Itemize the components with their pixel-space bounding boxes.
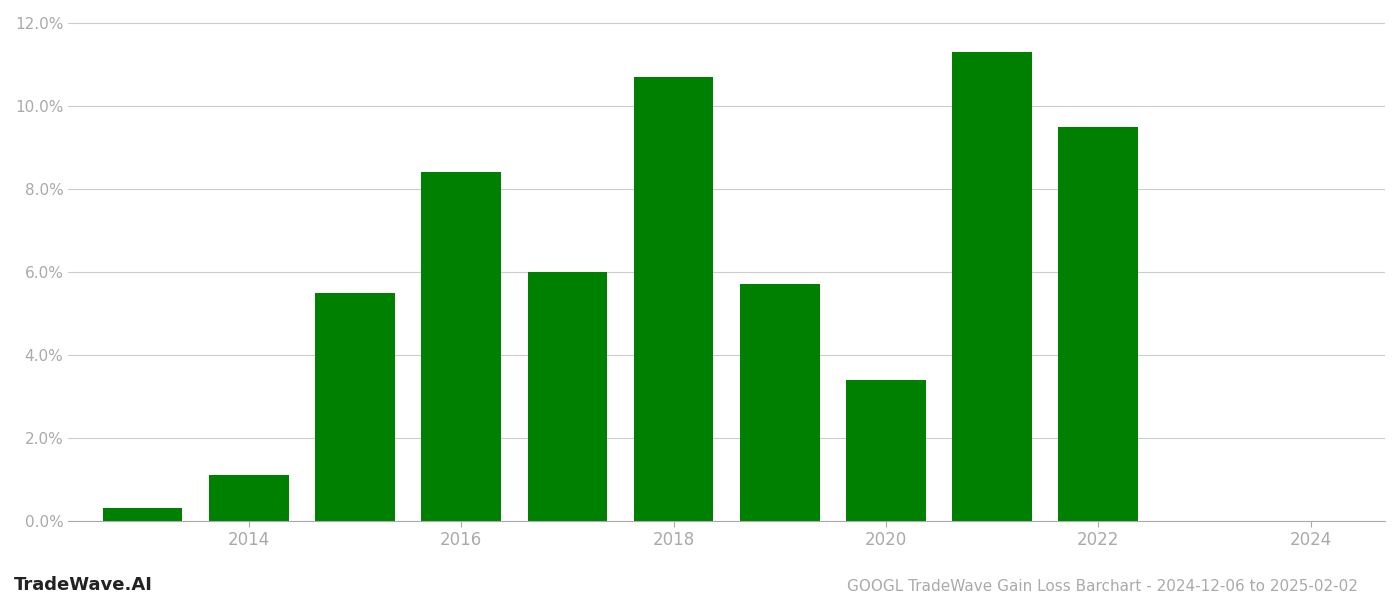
Text: TradeWave.AI: TradeWave.AI (14, 576, 153, 594)
Bar (102, 508, 182, 521)
Text: GOOGL TradeWave Gain Loss Barchart - 2024-12-06 to 2025-02-02: GOOGL TradeWave Gain Loss Barchart - 202… (847, 579, 1358, 594)
Bar (634, 77, 714, 521)
Bar (739, 284, 819, 521)
Bar (315, 293, 395, 521)
Bar (846, 380, 925, 521)
Bar (528, 272, 608, 521)
Bar (421, 172, 501, 521)
Bar (952, 52, 1032, 521)
Bar (209, 475, 288, 521)
Bar (1058, 127, 1138, 521)
